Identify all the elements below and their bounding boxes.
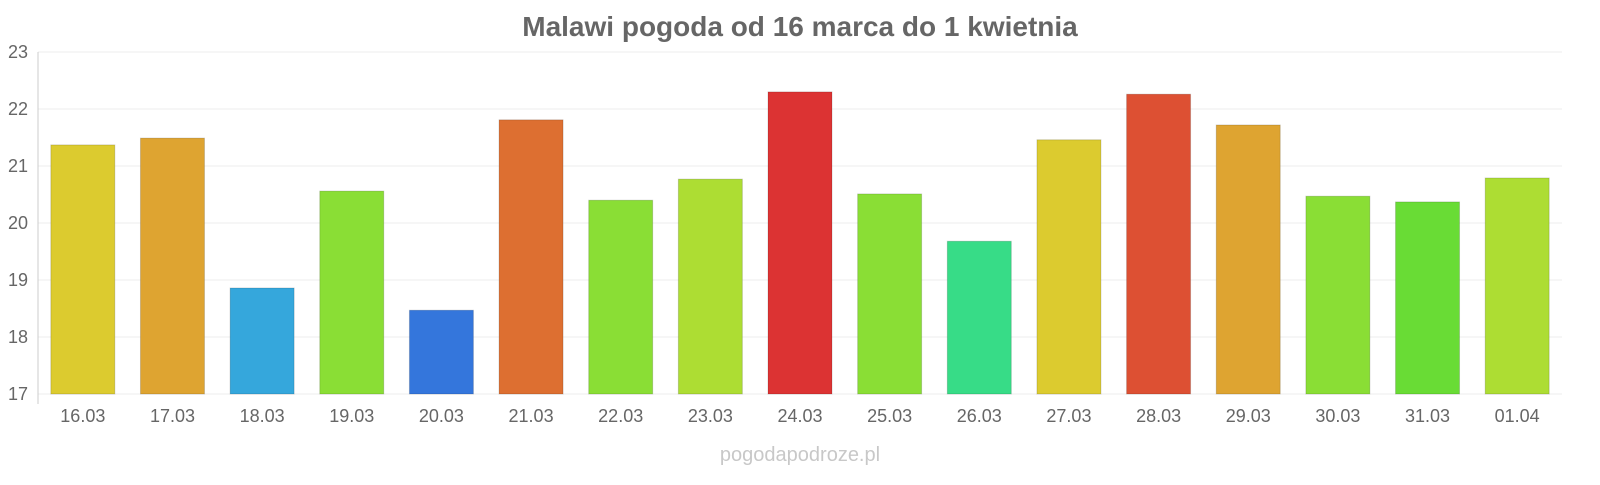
x-tick-label: 21.03	[509, 406, 554, 426]
chart-title: Malawi pogoda od 16 marca do 1 kwietnia	[522, 11, 1078, 42]
x-tick-label: 01.04	[1495, 406, 1540, 426]
y-tick-label: 20	[8, 213, 28, 233]
bar-01.04	[1484, 177, 1550, 395]
x-tick-label: 18.03	[240, 406, 285, 426]
x-tick-label: 29.03	[1226, 406, 1271, 426]
x-tick-label: 16.03	[60, 406, 105, 426]
bar-21.03	[498, 119, 564, 395]
y-tick-label: 19	[8, 270, 28, 290]
x-tick-label: 31.03	[1405, 406, 1450, 426]
bar-27.03	[1036, 139, 1102, 395]
bar-20.03	[408, 309, 474, 395]
bar-30.03	[1305, 195, 1371, 395]
bar-31.03	[1395, 201, 1461, 395]
y-tick-label: 21	[8, 156, 28, 176]
x-tick-label: 27.03	[1046, 406, 1091, 426]
y-tick-label: 23	[8, 42, 28, 62]
bar-25.03	[857, 193, 923, 395]
x-tick-label: 20.03	[419, 406, 464, 426]
x-tick-label: 24.03	[777, 406, 822, 426]
x-tick-label: 23.03	[688, 406, 733, 426]
bar-16.03	[50, 144, 116, 395]
x-tick-label: 22.03	[598, 406, 643, 426]
bar-17.03	[139, 137, 205, 395]
x-tick-label: 17.03	[150, 406, 195, 426]
x-tick-label: 28.03	[1136, 406, 1181, 426]
x-tick-label: 25.03	[867, 406, 912, 426]
bar-29.03	[1215, 124, 1281, 395]
bar-18.03	[229, 287, 295, 395]
bar-23.03	[677, 178, 743, 395]
y-tick-label: 18	[8, 327, 28, 347]
y-tick-label: 17	[8, 384, 28, 404]
x-tick-label: 26.03	[957, 406, 1002, 426]
x-tick-label: 30.03	[1315, 406, 1360, 426]
y-tick-label: 22	[8, 99, 28, 119]
bar-28.03	[1126, 93, 1192, 395]
bar-19.03	[319, 190, 385, 395]
bar-26.03	[946, 240, 1012, 395]
bar-24.03	[767, 91, 833, 395]
watermark: pogodapodroze.pl	[720, 444, 880, 466]
bar-22.03	[588, 199, 654, 395]
x-tick-label: 19.03	[329, 406, 374, 426]
